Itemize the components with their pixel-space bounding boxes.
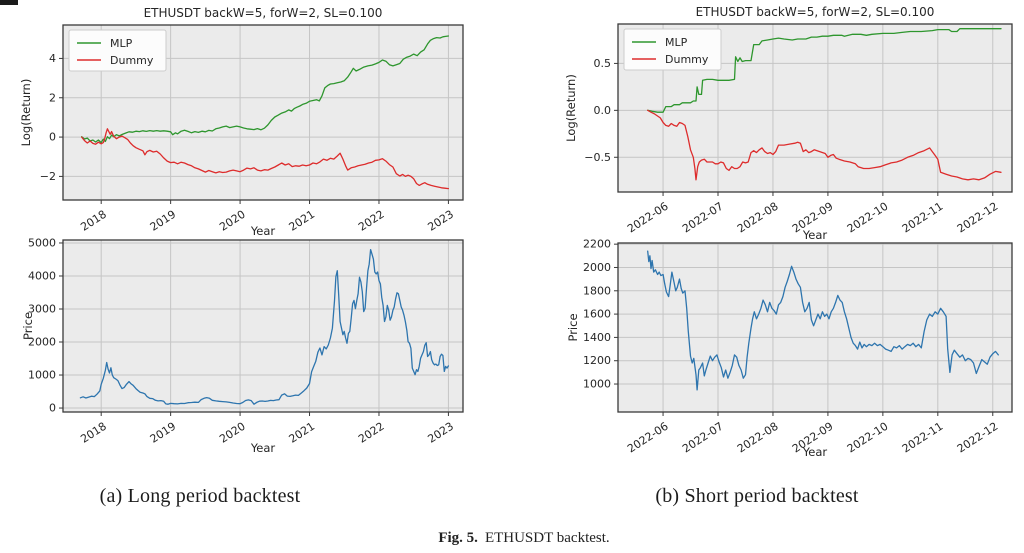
subcaption-a: (a) Long period backtest [99, 485, 301, 507]
y-tick-label: 1800 [583, 284, 611, 297]
plot-background [618, 243, 1012, 412]
legend-box [623, 28, 722, 71]
legend-label: MLP [665, 36, 688, 49]
y-tick-label: −2 [40, 170, 56, 183]
plot-spine [617, 23, 1013, 193]
y-axis-label: Log(Return) [564, 74, 578, 142]
legend-box [68, 29, 167, 72]
y-tick-label: −0.5 [584, 151, 611, 164]
y-tick-label: 2000 [583, 261, 611, 274]
y-tick-label: 1200 [583, 354, 611, 367]
y-tick-label: 0 [49, 131, 56, 144]
y-tick-label: 2200 [583, 238, 611, 251]
x-axis-label: Year [250, 441, 276, 455]
figure-caption: Fig. 5. ETHUSDT backtest. [438, 530, 609, 547]
x-tick-label: 2022-06 [625, 420, 671, 456]
plot-spine [62, 24, 464, 201]
x-tick-label: 2018 [78, 420, 109, 446]
legend-label: Dummy [110, 54, 154, 67]
y-tick-label: 4000 [28, 269, 56, 282]
plot-spine [62, 239, 464, 413]
y-tick-label: 0.0 [594, 104, 612, 117]
y-tick-label: 5000 [28, 236, 56, 249]
x-tick-label: 2022-10 [845, 420, 891, 456]
series-price [79, 248, 450, 405]
x-tick-label: 2022 [356, 420, 387, 446]
y-tick-label: 1000 [583, 378, 611, 391]
plot-spine [617, 242, 1013, 413]
figure-label: Fig. 5. [438, 530, 478, 546]
y-axis-label: Log(Return) [20, 79, 33, 147]
chart-long-period-price: 2018 2019 2020 2021 2022 2023 0 1000 2000 3000 400… [21, 236, 464, 455]
plot-background [63, 240, 463, 412]
legend-label: MLP [110, 37, 133, 50]
y-axis-label: Price [566, 313, 580, 341]
legend-label: Dummy [665, 53, 709, 66]
series-dummy [647, 109, 1002, 181]
x-tick-label: 2022-07 [680, 420, 726, 456]
series-dummy [81, 128, 450, 190]
x-tick-label: 2019 [148, 420, 179, 446]
x-tick-label: 2022-11 [900, 420, 946, 456]
x-axis-label: Year [802, 445, 828, 459]
y-tick-label: 4 [49, 52, 56, 65]
y-tick-label: 0.5 [594, 57, 612, 70]
x-tick-label: 2023 [425, 420, 456, 446]
y-tick-label: 1000 [28, 369, 56, 382]
figure-caption-text: ETHUSDT backtest. [484, 530, 610, 546]
x-axis-label: Year [250, 224, 276, 238]
chart-short-period-price: 2022-06 2022-07 2022-08 2022-09 2022-10 2022-… [566, 238, 1013, 459]
chart-title: ETHUSDT backW=5, forW=2, SL=0.100 [696, 5, 935, 19]
x-tick-label: 2022-08 [735, 420, 781, 456]
chart-title: ETHUSDT backW=5, forW=2, SL=0.100 [144, 6, 383, 20]
y-tick-label: 0 [49, 402, 56, 415]
y-tick-label: 1400 [583, 331, 611, 344]
x-axis-label: Year [802, 228, 828, 242]
y-tick-label: 1600 [583, 308, 611, 321]
page-edge-artifact [0, 0, 18, 5]
series-price [647, 250, 999, 391]
y-tick-label: 3000 [28, 302, 56, 315]
y-axis-label: Price [21, 312, 35, 340]
chart-short-period-logreturn: 2022-06 2022-07 2022-08 2022-09 2022-10 2022-… [564, 5, 1013, 242]
y-tick-label: 2 [49, 91, 56, 104]
series-mlp [81, 35, 450, 144]
series-mlp [647, 28, 1002, 113]
x-tick-label: 2022-12 [955, 420, 1001, 456]
subcaption-b: (b) Short period backtest [655, 485, 859, 507]
y-tick-label: 2000 [28, 336, 56, 349]
x-tick-label: 2020 [217, 420, 248, 446]
x-tick-label: 2021 [287, 420, 318, 446]
